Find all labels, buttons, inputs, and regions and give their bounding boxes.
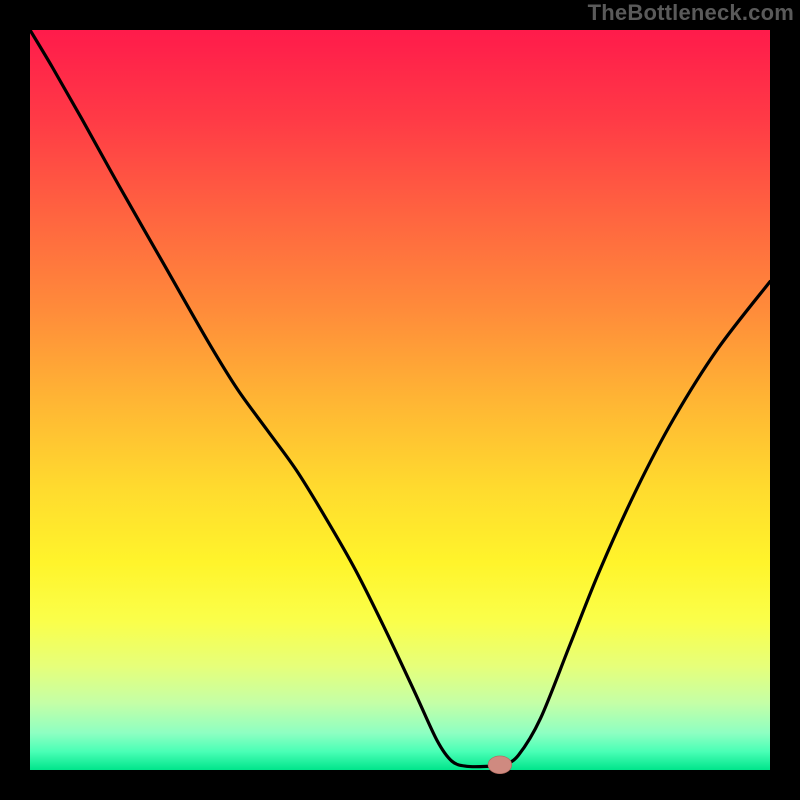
watermark-label: TheBottleneck.com (588, 0, 794, 26)
plot-group (15, 15, 785, 785)
bottleneck-chart (0, 0, 800, 800)
optimum-marker (488, 756, 512, 774)
chart-frame: TheBottleneck.com (0, 0, 800, 800)
